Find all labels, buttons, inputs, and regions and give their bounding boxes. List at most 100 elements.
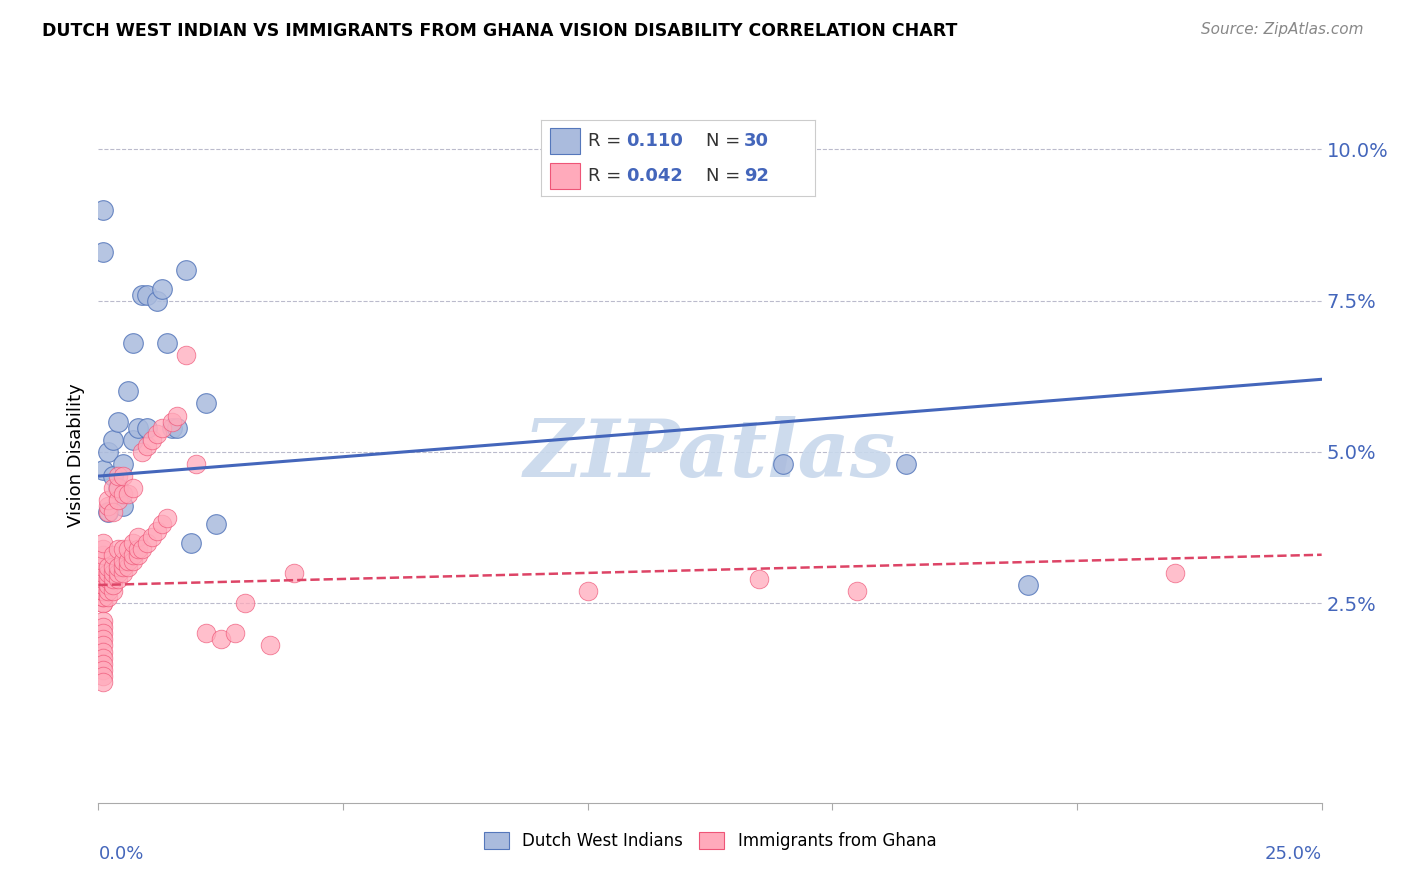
Point (259, 639, 281, 653)
Point (121, 433, 143, 447)
Point (101, 566, 124, 580)
Text: DUTCH WEST INDIAN VS IMMIGRANTS FROM GHANA VISION DISABILITY CORRELATION CHART: DUTCH WEST INDIAN VS IMMIGRANTS FROM GHA… (42, 22, 957, 40)
Point (117, 384, 139, 399)
Text: 0.110: 0.110 (626, 132, 683, 150)
Text: 0.0%: 0.0% (98, 845, 143, 863)
Point (101, 584, 124, 599)
Point (107, 566, 129, 580)
Point (111, 500, 134, 514)
Point (136, 439, 159, 453)
Y-axis label: Vision Disability: Vision Disability (66, 383, 84, 527)
Point (166, 409, 188, 423)
Point (91, 663, 114, 677)
Point (97, 445, 120, 459)
Point (101, 433, 124, 447)
Point (91, 584, 114, 599)
Point (91, 572, 114, 586)
Point (91, 566, 114, 580)
Point (283, 566, 305, 580)
Point (176, 348, 198, 362)
Text: 0.042: 0.042 (626, 167, 683, 185)
Point (894, 457, 917, 471)
Point (117, 541, 139, 556)
Point (97, 500, 120, 514)
Point (107, 572, 129, 586)
Point (141, 433, 163, 447)
Point (97, 584, 120, 599)
Point (117, 559, 139, 574)
Point (845, 584, 868, 599)
Point (97, 505, 120, 519)
Point (101, 505, 124, 519)
Point (131, 445, 153, 459)
Point (107, 493, 129, 508)
Point (127, 420, 149, 434)
Point (111, 457, 134, 471)
Point (209, 632, 232, 647)
Point (91, 578, 114, 592)
Point (91, 590, 114, 604)
Text: 92: 92 (744, 167, 769, 185)
Point (156, 336, 179, 351)
Point (97, 566, 120, 580)
Bar (550, 163, 579, 189)
Point (91, 669, 114, 683)
Point (121, 548, 143, 562)
Point (101, 481, 124, 495)
Point (150, 420, 173, 434)
Point (156, 511, 179, 525)
Point (136, 287, 159, 301)
Point (91, 632, 114, 647)
Point (101, 578, 124, 592)
Point (97, 493, 120, 508)
Point (772, 457, 794, 471)
Point (127, 541, 149, 556)
Point (91, 463, 114, 477)
Point (121, 535, 143, 549)
Point (166, 420, 188, 434)
Point (127, 530, 149, 544)
Point (91, 541, 114, 556)
Point (107, 559, 129, 574)
Text: R =: R = (588, 132, 627, 150)
Point (150, 281, 173, 295)
Text: 30: 30 (744, 132, 769, 150)
Point (146, 426, 169, 441)
Text: Source: ZipAtlas.com: Source: ZipAtlas.com (1201, 22, 1364, 37)
Point (176, 263, 198, 277)
Point (91, 202, 114, 217)
Point (101, 548, 124, 562)
Point (97, 572, 120, 586)
Point (107, 415, 129, 429)
Point (107, 469, 129, 483)
Text: R =: R = (588, 167, 627, 185)
Point (91, 596, 114, 610)
Point (1017, 578, 1039, 592)
Point (141, 530, 163, 544)
Point (195, 396, 218, 410)
Point (107, 481, 129, 495)
Point (180, 535, 202, 549)
Point (146, 293, 169, 308)
Point (91, 639, 114, 653)
Point (91, 535, 114, 549)
Bar (550, 128, 579, 153)
Point (205, 517, 228, 532)
Point (91, 644, 114, 658)
Point (121, 481, 143, 495)
Point (97, 590, 120, 604)
Point (91, 650, 114, 665)
Point (121, 336, 143, 351)
Point (91, 657, 114, 671)
Point (136, 420, 159, 434)
Point (111, 487, 134, 501)
Point (91, 245, 114, 260)
Point (101, 559, 124, 574)
Point (91, 548, 114, 562)
Point (91, 590, 114, 604)
Point (91, 584, 114, 599)
Point (101, 572, 124, 586)
Point (111, 554, 134, 568)
Point (136, 535, 159, 549)
Text: N =: N = (706, 167, 745, 185)
